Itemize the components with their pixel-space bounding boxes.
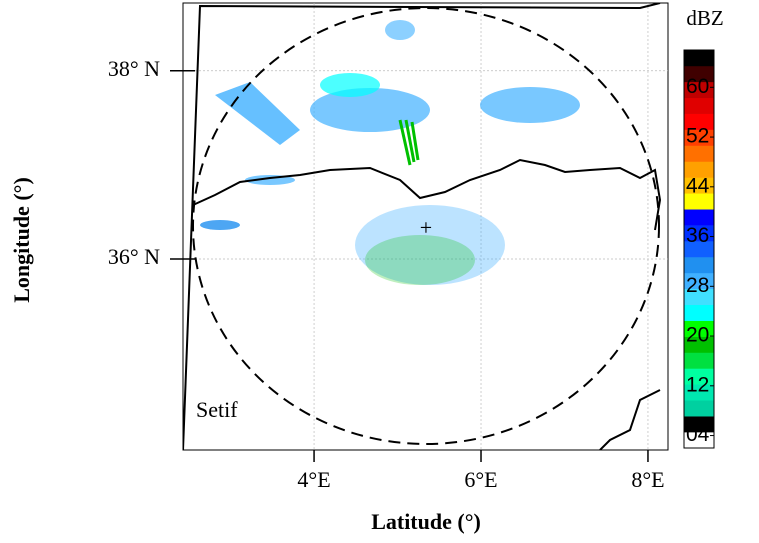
- x-axis-label: Latitude (°): [371, 509, 481, 534]
- colorbar-segment: [684, 161, 714, 178]
- colorbar-segment: [684, 129, 714, 146]
- x-tick-label: 8°E: [631, 467, 664, 492]
- colorbar-segment: [684, 193, 714, 210]
- echo: [365, 235, 475, 285]
- colorbar-tick-label: 28: [686, 274, 709, 297]
- x-tick-label: 6°E: [464, 467, 497, 492]
- colorbar-segment: [684, 113, 714, 130]
- echo: [215, 82, 300, 145]
- colorbar-title: dBZ: [686, 6, 723, 30]
- colorbar-segment: [684, 320, 714, 337]
- colorbar-segment: [684, 177, 714, 194]
- colorbar-tick-label: 60: [686, 75, 709, 98]
- colorbar-segment: [684, 288, 714, 306]
- y-axis-label: Longitude (°): [9, 177, 34, 303]
- colorbar-tick-label: 20: [686, 324, 709, 347]
- coastline: [192, 158, 662, 231]
- colorbar-segment: [684, 272, 714, 290]
- colorbar-segment: [684, 145, 714, 162]
- colorbar-segment: [684, 432, 714, 449]
- echo: [385, 20, 415, 40]
- colorbar-segment: [684, 50, 714, 67]
- echo: [355, 205, 505, 285]
- map-frame: [182, 2, 669, 451]
- echo: [200, 220, 240, 230]
- colorbar-segment: [684, 97, 714, 114]
- colorbar-segment: [684, 368, 714, 385]
- colorbar-segment: [684, 225, 714, 242]
- colorbar-segment: [684, 352, 714, 369]
- radar-range: [192, 7, 660, 445]
- colorbar-segment: [684, 336, 714, 353]
- border: [183, 3, 661, 450]
- echo: [480, 87, 580, 123]
- colorbar-segment: [684, 304, 714, 321]
- radar-site: +: [420, 215, 432, 240]
- colorbar-segment: [684, 81, 714, 99]
- colorbar-segment: [684, 241, 714, 258]
- y-tick-label: 38° N: [108, 56, 160, 81]
- colorbar-tick-label: 44: [686, 174, 710, 197]
- colorbar-segment: [684, 416, 714, 433]
- echo: [398, 119, 420, 166]
- echo: [320, 73, 380, 97]
- y-tick-label: 36° N: [108, 244, 160, 269]
- colorbar-tick-label: 04: [686, 423, 710, 446]
- colorbar-segment: [684, 400, 714, 417]
- colorbar-frame: [683, 49, 715, 449]
- colorbar-segment: [684, 209, 714, 226]
- colorbar-tick-label: 52: [686, 125, 709, 148]
- colorbar-segment: [684, 65, 714, 83]
- colorbar: dBZ 04 12 20 28 36 44 52 60: [683, 6, 724, 449]
- colorbar-tick-label: 12: [686, 373, 709, 396]
- x-tick-label: 4°E: [297, 467, 330, 492]
- colorbar-tick-label: 36: [686, 224, 709, 247]
- colorbar-segment: [684, 256, 714, 274]
- echoes: [200, 20, 580, 285]
- colorbar-segment: [684, 384, 714, 401]
- station-label: Setif: [196, 397, 238, 422]
